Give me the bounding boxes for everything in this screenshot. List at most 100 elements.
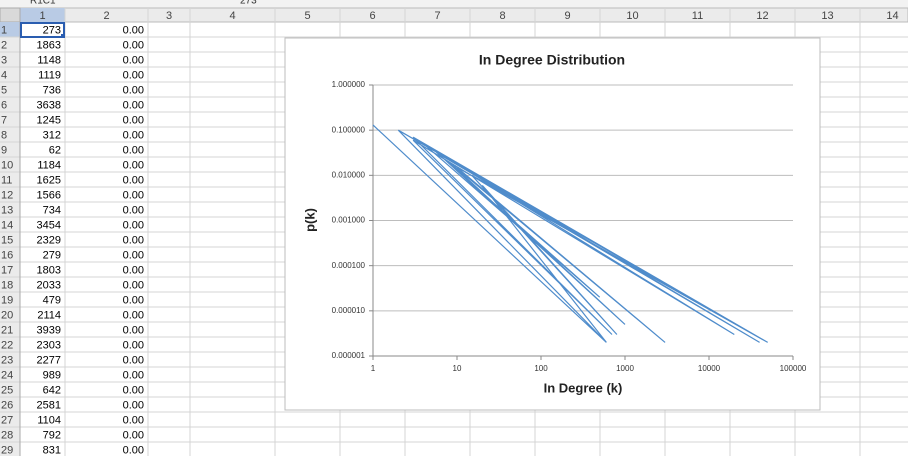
row-header[interactable]: 18 [1,279,13,291]
cell[interactable]: 0.00 [123,384,144,396]
cell[interactable]: 0.00 [123,84,144,96]
cell[interactable]: 0.00 [123,219,144,231]
row-header[interactable]: 22 [1,339,13,351]
row-header[interactable]: 23 [1,354,13,366]
row-header[interactable]: 8 [1,129,7,141]
row-header[interactable]: 15 [1,234,13,246]
column-header[interactable]: 9 [564,10,570,22]
cell[interactable]: 0.00 [123,249,144,261]
row-header[interactable]: 24 [1,369,13,381]
column-header[interactable]: 8 [499,10,505,22]
row-header[interactable]: 21 [1,324,13,336]
cell[interactable]: 0.00 [123,294,144,306]
row-header[interactable]: 20 [1,309,13,321]
cell[interactable]: 0.00 [123,69,144,81]
cell[interactable]: 2033 [37,279,61,291]
cell[interactable]: 3454 [37,219,61,231]
cell[interactable]: 734 [43,204,61,216]
cell[interactable]: 0.00 [123,264,144,276]
column-header[interactable]: 11 [692,10,703,22]
cell[interactable]: 0.00 [123,234,144,246]
cell[interactable]: 642 [43,384,61,396]
name-box[interactable]: R1C1 [30,0,56,7]
row-header[interactable]: 13 [1,204,13,216]
column-header[interactable]: 12 [756,10,768,22]
cell[interactable]: 3939 [37,324,61,336]
cell[interactable]: 792 [43,429,61,441]
row-header[interactable]: 6 [1,99,7,111]
cell[interactable]: 0.00 [123,354,144,366]
cell[interactable]: 1566 [37,189,61,201]
column-header[interactable]: 14 [886,10,898,22]
cell[interactable]: 0.00 [123,399,144,411]
cell[interactable]: 2581 [37,399,61,411]
cell[interactable]: 1803 [37,264,61,276]
cell[interactable]: 479 [43,294,61,306]
cell[interactable]: 1104 [37,414,61,426]
row-header[interactable]: 27 [1,414,13,426]
cell[interactable]: 2114 [37,309,61,321]
cell[interactable]: 0.00 [123,129,144,141]
row-header[interactable]: 1 [1,24,7,36]
cell[interactable]: 0.00 [123,189,144,201]
cell[interactable]: 62 [49,144,61,156]
cell[interactable]: 0.00 [123,144,144,156]
row-header[interactable]: 5 [1,84,7,96]
row-header[interactable]: 16 [1,249,13,261]
cell[interactable]: 831 [43,444,61,456]
column-header[interactable]: 10 [626,10,638,22]
cell[interactable]: 0.00 [123,414,144,426]
cell[interactable]: 279 [43,249,61,261]
cell[interactable]: 0.00 [123,99,144,111]
cell[interactable]: 1184 [37,159,61,171]
column-header[interactable]: 6 [369,10,375,22]
column-header[interactable]: 2 [103,10,109,22]
row-header[interactable]: 29 [1,444,13,456]
row-header[interactable]: 12 [1,189,13,201]
cell[interactable]: 0.00 [123,279,144,291]
row-header[interactable]: 2 [1,39,7,51]
cell[interactable]: 1245 [37,114,61,126]
row-header[interactable]: 10 [1,159,13,171]
cell[interactable]: 0.00 [123,39,144,51]
cell[interactable]: 0.00 [123,54,144,66]
column-header[interactable]: 13 [821,10,833,22]
row-header[interactable]: 14 [1,219,13,231]
row-header[interactable]: 7 [1,114,7,126]
cell[interactable]: 1625 [37,174,61,186]
cell[interactable]: 273 [43,24,61,36]
column-header[interactable]: 5 [304,10,310,22]
column-header[interactable]: 3 [166,10,172,22]
row-header[interactable]: 9 [1,144,7,156]
cell[interactable]: 989 [43,369,61,381]
column-header[interactable]: 7 [434,10,440,22]
cell[interactable]: 0.00 [123,429,144,441]
row-header[interactable]: 11 [1,174,12,186]
cell[interactable]: 1148 [37,54,61,66]
cell[interactable]: 0.00 [123,369,144,381]
row-header[interactable]: 17 [1,264,13,276]
cell[interactable]: 3638 [37,99,61,111]
cell[interactable]: 312 [43,129,61,141]
row-header[interactable]: 3 [1,54,7,66]
cell[interactable]: 0.00 [123,114,144,126]
row-header[interactable]: 28 [1,429,13,441]
row-header[interactable]: 19 [1,294,13,306]
cell[interactable]: 2277 [37,354,61,366]
row-header[interactable]: 25 [1,384,13,396]
column-header[interactable]: 4 [229,10,235,22]
cell[interactable]: 0.00 [123,204,144,216]
formula-text[interactable]: 273 [240,0,257,7]
row-header[interactable]: 4 [1,69,7,81]
cell[interactable]: 0.00 [123,159,144,171]
column-header[interactable]: 1 [39,10,45,22]
cell[interactable]: 2303 [37,339,61,351]
cell[interactable]: 0.00 [123,174,144,186]
cell[interactable]: 736 [43,84,61,96]
cell[interactable]: 1863 [37,39,61,51]
cell[interactable]: 1119 [38,69,61,81]
row-header[interactable]: 26 [1,399,13,411]
cell[interactable]: 0.00 [123,24,144,36]
cell[interactable]: 0.00 [123,444,144,456]
cell[interactable]: 0.00 [123,324,144,336]
